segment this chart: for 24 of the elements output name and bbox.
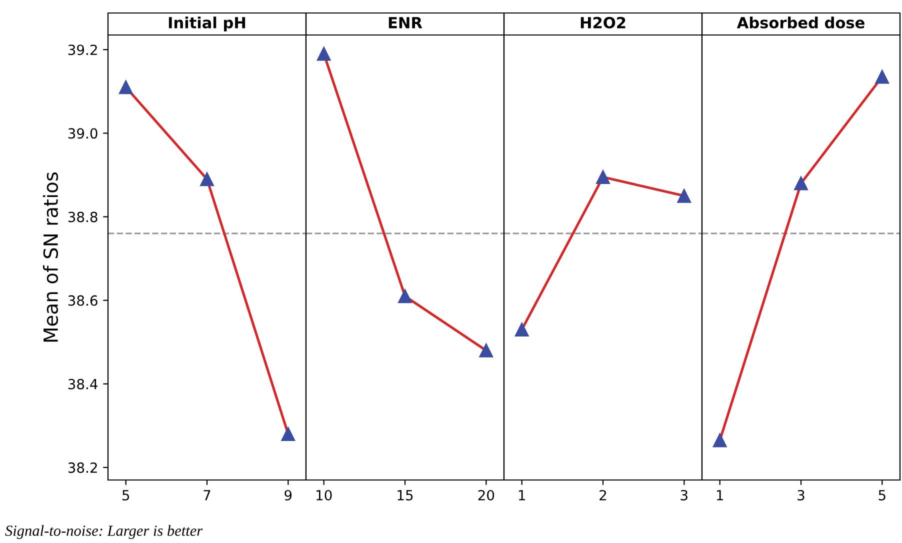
text: Signal-to-noise: Larger is better — [5, 525, 203, 539]
y-axis-title: Mean of SN ratios — [42, 172, 58, 342]
x-tick-label: 1 — [518, 490, 525, 500]
chart-title: ENR — [388, 17, 422, 28]
x-tick-label: 15 — [398, 490, 413, 500]
x-tick-label: 9 — [284, 490, 292, 500]
x-tick-label: 3 — [798, 490, 804, 500]
y-tick-label: 38.4 — [68, 378, 98, 390]
x-tick-label: 1 — [716, 490, 723, 500]
chart-title: Absorbed dose — [736, 16, 864, 28]
x-tick-label: 7 — [204, 490, 210, 500]
x-tick-label: 5 — [122, 490, 130, 500]
y-tick-label: 39.2 — [68, 44, 97, 56]
x-tick-label: 20 — [478, 490, 494, 500]
y-tick-label: 38.2 — [68, 462, 97, 473]
x-tick-label: 3 — [680, 490, 688, 500]
y-tick-label: 38.6 — [68, 295, 98, 306]
x-tick-label: 2 — [600, 490, 606, 500]
y-tick-label: 39.0 — [68, 128, 98, 139]
x-tick-label: 10 — [316, 490, 332, 500]
chart-title: Initial pH — [168, 16, 246, 32]
chart-title: H2O2 — [580, 16, 626, 28]
x-tick-label: 5 — [878, 490, 886, 500]
y-tick-label: 38.8 — [68, 212, 98, 222]
